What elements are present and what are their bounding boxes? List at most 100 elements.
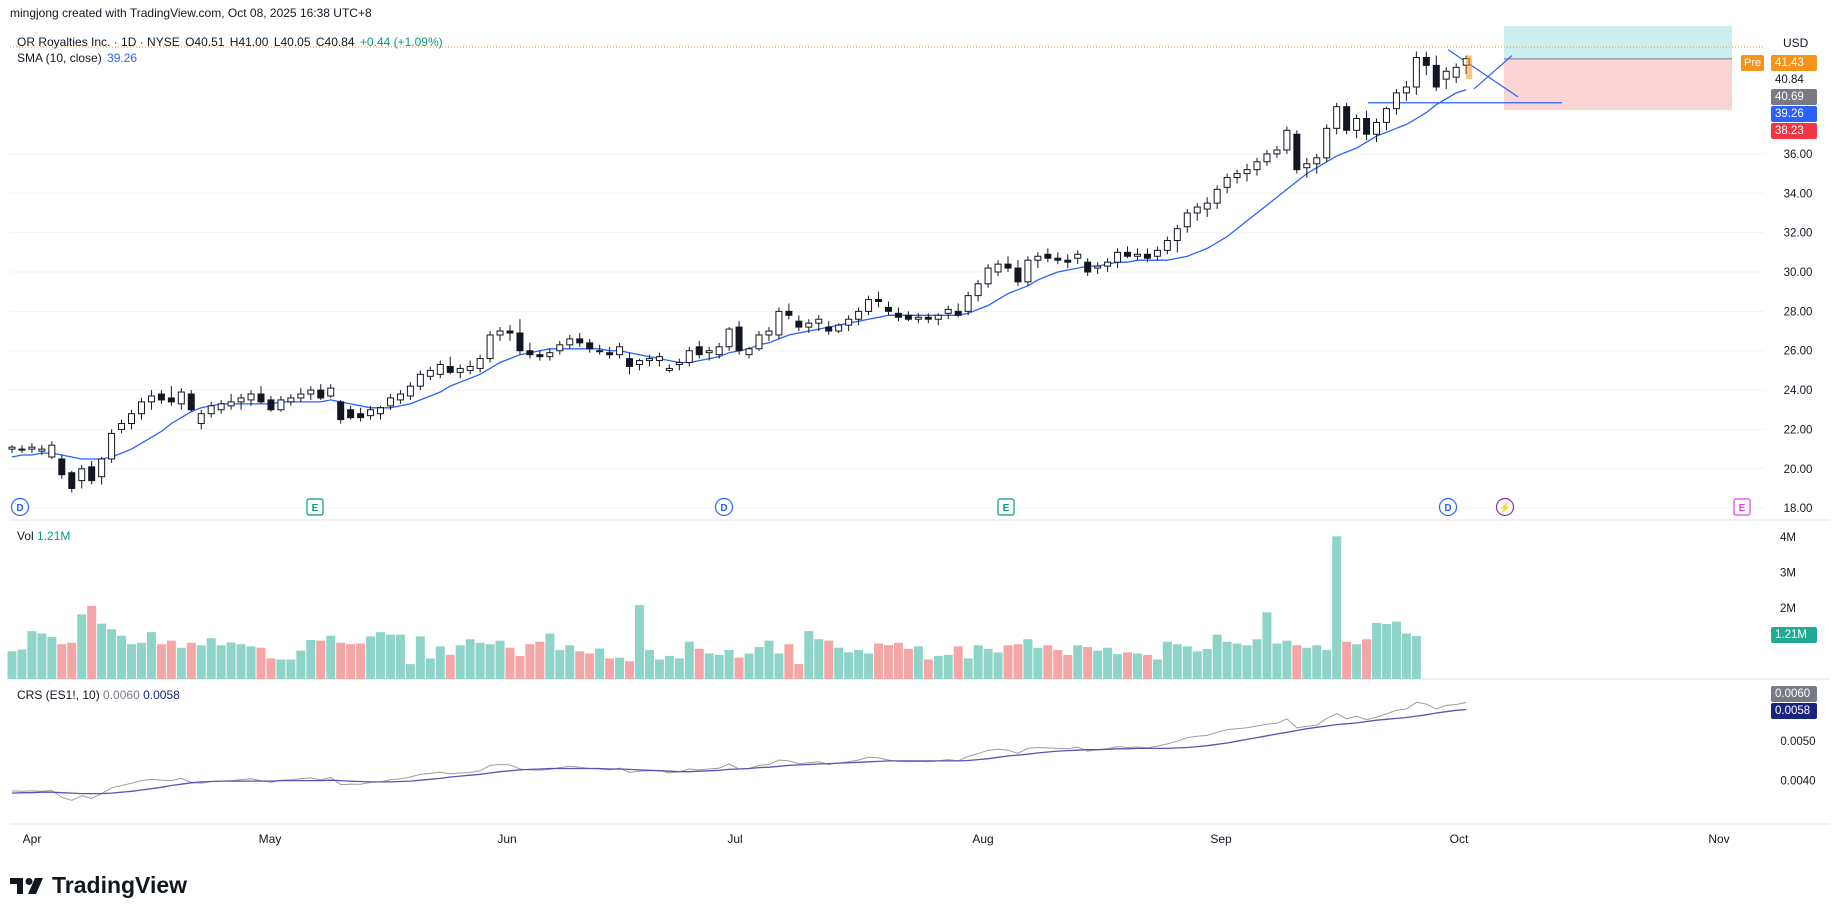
candle-body [1432,64,1440,88]
candle [526,342,534,359]
svg-text:D: D [720,503,727,514]
volume-bar [1372,622,1382,679]
candle [78,464,86,489]
candle-body [496,330,504,336]
currency-label[interactable]: USD [1783,36,1809,50]
volume-bar [844,652,854,679]
symbol-legend-row[interactable]: OR Royalties Inc. · 1D · NYSE O40.51 H41… [17,34,445,50]
candle [118,419,126,434]
candle-body [934,314,942,320]
crs-legend[interactable]: CRS (ES1!, 10) 0.0060 0.0058 [17,688,180,702]
pre-market-badge: Pre [1741,55,1765,71]
candle-body [626,358,634,367]
candle [954,303,962,318]
candle-body [755,334,763,350]
candle-body [795,320,803,328]
candle [924,313,932,324]
volume-bar [1302,647,1312,679]
candle-body [1024,259,1032,283]
candle [506,325,514,341]
candle [894,307,902,322]
volume-bar [605,658,615,679]
candle [377,405,385,420]
candle-body [317,389,325,399]
candle-body [735,326,743,352]
volume-label: Vol [17,529,34,543]
volume-bar [983,648,993,679]
candle [38,445,46,456]
candle [177,388,185,410]
tradingview-brand[interactable]: TradingView [10,872,187,899]
candle [297,388,305,402]
candle-body [695,346,703,356]
volume-bar [435,646,445,679]
volume-bar [1272,643,1282,679]
volume-bar [425,658,435,679]
candle-body [715,346,723,356]
candle-body [675,362,683,365]
candle [884,301,892,316]
earnings-marker-icon: E [997,498,1015,516]
candle [1094,262,1102,274]
crs-value-1: 0.0060 [103,688,140,702]
candle [536,350,544,361]
candle [576,333,584,347]
ohlc-open: O40.51 [185,35,225,49]
volume-bar [286,659,296,679]
candle-body [1173,228,1181,242]
candle-body [1333,106,1341,129]
volume-bar [1123,652,1133,679]
stop-zone [1504,58,1732,111]
crs-smoothed-line [11,708,1467,795]
candle [476,354,484,373]
x-axis-label: May [259,832,282,846]
volume-bar [186,642,196,679]
candle-body [227,401,235,407]
ohlc-low: L40.05 [273,35,311,49]
volume-bar [226,642,236,679]
volume-bar [1192,651,1202,679]
candle-body [18,448,26,451]
volume-bar [953,646,963,679]
candle-body [476,358,484,369]
candle [805,319,813,334]
candle-body [1133,253,1141,257]
volume-bar [405,664,415,679]
crs-tick-label: 0.0050 [1780,736,1815,748]
x-axis-label: Jun [497,832,516,846]
volume-bar [864,653,874,679]
candle-body [1193,206,1201,214]
volume-bar [47,637,57,679]
candle [1024,256,1032,286]
candle-body [48,444,56,458]
svg-text:D: D [1444,503,1451,514]
volume-bar [575,651,585,679]
candle-body [884,306,892,312]
volume-legend[interactable]: Vol 1.21M [17,529,70,543]
sma-legend-row[interactable]: SMA (10, close) 39.26 [17,50,445,66]
candle [257,386,265,404]
earnings-marker-icon: E [1733,498,1751,516]
volume-bar [1222,641,1232,679]
dividend-marker-icon: D [1438,497,1458,517]
candle [496,327,504,341]
candle [1054,252,1062,265]
volume-bar [634,605,644,679]
pre-market-candle [1466,55,1473,80]
volume-bar [465,639,475,679]
candle [1183,209,1191,233]
candle-body [486,334,494,360]
pre-price-tag: 41.43 [1771,55,1817,71]
target-zone [1504,26,1732,59]
volume-bar [395,634,405,679]
candle-body [118,423,126,430]
candle-body [257,393,265,403]
candle-body [277,399,285,411]
candle [695,340,703,359]
price-tick-label: 28.00 [1784,306,1813,318]
volume-bar [7,651,17,679]
volume-bar [1411,636,1421,679]
symbol-name[interactable]: OR Royalties Inc. · 1D · NYSE [17,35,180,49]
volume-bar [625,661,635,679]
